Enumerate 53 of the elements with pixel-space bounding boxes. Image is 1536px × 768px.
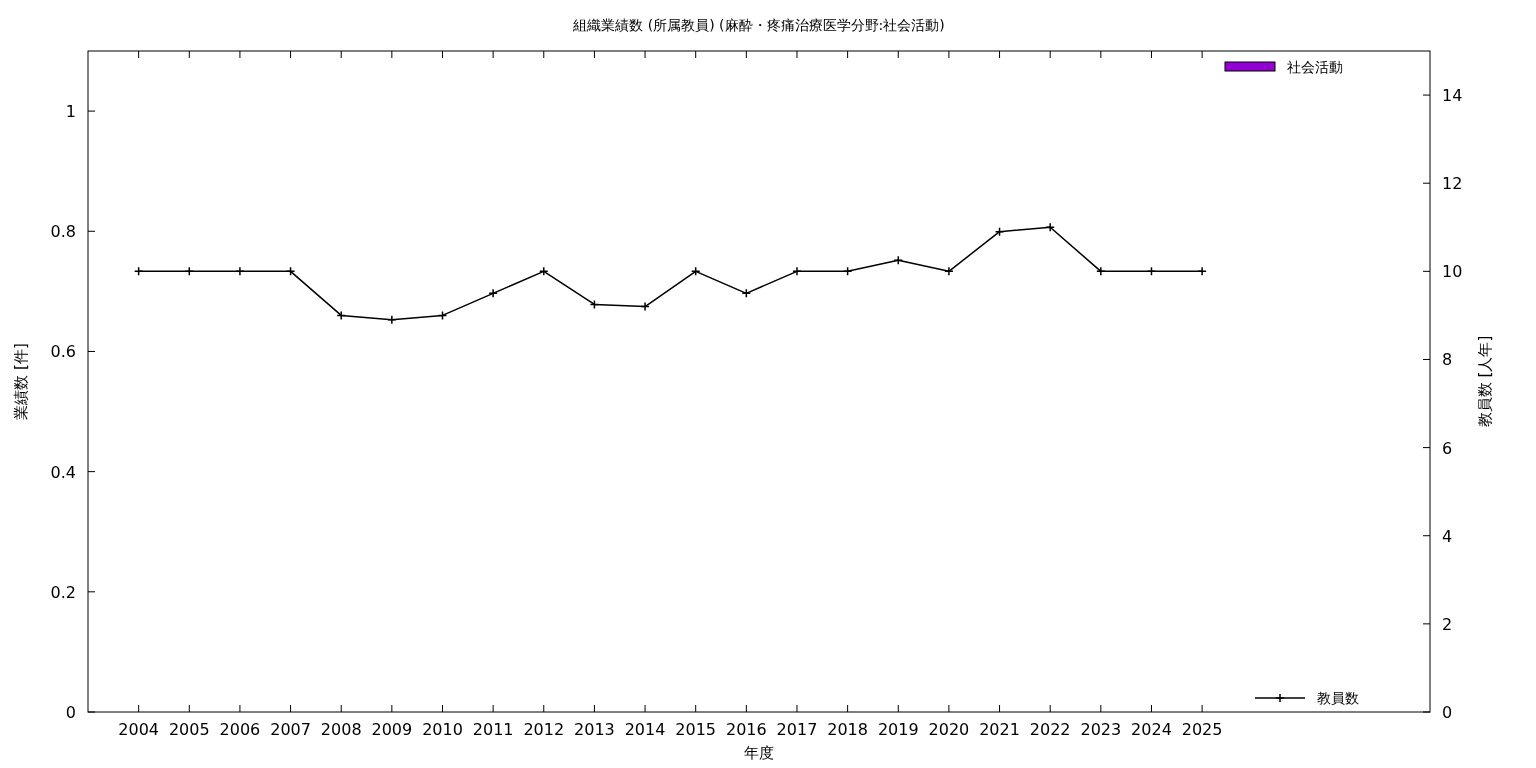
y-tick-label: 0.2 <box>50 582 76 602</box>
point <box>387 315 397 325</box>
x-axis-title: 年度 <box>744 744 774 762</box>
point <box>539 266 549 277</box>
y2-tick-label: 4 <box>1442 526 1453 546</box>
point <box>235 266 245 277</box>
x-tick-label: 2023 <box>1080 720 1122 739</box>
x-tick-label: 2006 <box>219 720 261 739</box>
x-tick-label: 2009 <box>371 720 413 739</box>
x-tick-label: 2019 <box>877 720 919 739</box>
y-tick-label: 0.8 <box>50 222 76 242</box>
y2-tick-label: 10 <box>1442 262 1463 282</box>
y-axis-title: 業績数 [件] <box>12 343 30 420</box>
y2-tick-label: 2 <box>1442 614 1453 634</box>
x-tick-label: 2007 <box>270 720 311 739</box>
x-tick-label: 2005 <box>168 720 210 739</box>
x-tick-label: 2025 <box>1181 720 1223 739</box>
point <box>488 288 498 299</box>
y2-tick-label: 12 <box>1442 174 1463 194</box>
x-tick-label: 2015 <box>675 720 717 739</box>
x-tick-label: 2008 <box>320 720 362 739</box>
x-tick-label: 2011 <box>472 720 514 739</box>
y2-axis-title: 教員数 [人年] <box>1476 335 1494 428</box>
x-tick-label: 2013 <box>574 720 615 739</box>
point <box>640 301 650 312</box>
x-tick-label: 2004 <box>118 720 159 739</box>
y-tick-label: 0 <box>65 703 76 722</box>
point <box>1197 266 1207 277</box>
y2-tick-label: 6 <box>1442 438 1453 458</box>
x-tick-label: 2016 <box>725 720 767 739</box>
x-tick-label: 2012 <box>523 720 565 739</box>
legend-label: 社会活動 <box>1287 59 1343 75</box>
y2-tick-label: 8 <box>1442 350 1453 370</box>
y-tick-label: 0.6 <box>50 342 76 362</box>
x-tick-label: 2018 <box>827 720 868 739</box>
x-tick-label: 2010 <box>422 720 463 739</box>
point <box>1096 266 1106 277</box>
y-tick-label: 1 <box>65 102 76 122</box>
chart-title: 組織業績数 (所属教員) (麻酔・疼痛治療医学分野:社会活動) <box>572 17 945 33</box>
x-tick-label: 2021 <box>979 720 1020 739</box>
point <box>1045 222 1055 233</box>
y2-tick-label: 0 <box>1442 703 1453 722</box>
y2-tick-label: 14 <box>1442 86 1463 106</box>
point <box>792 266 802 277</box>
y-tick-label: 0.4 <box>50 462 76 482</box>
x-tick-label: 2022 <box>1029 720 1071 739</box>
x-tick-label: 2017 <box>776 720 818 739</box>
x-tick-label: 2014 <box>624 720 666 739</box>
legend-label: 教員数 <box>1317 690 1359 706</box>
x-tick-label: 2024 <box>1131 720 1172 739</box>
point <box>944 266 954 277</box>
x-tick-label: 2020 <box>928 720 970 739</box>
point <box>336 310 346 321</box>
